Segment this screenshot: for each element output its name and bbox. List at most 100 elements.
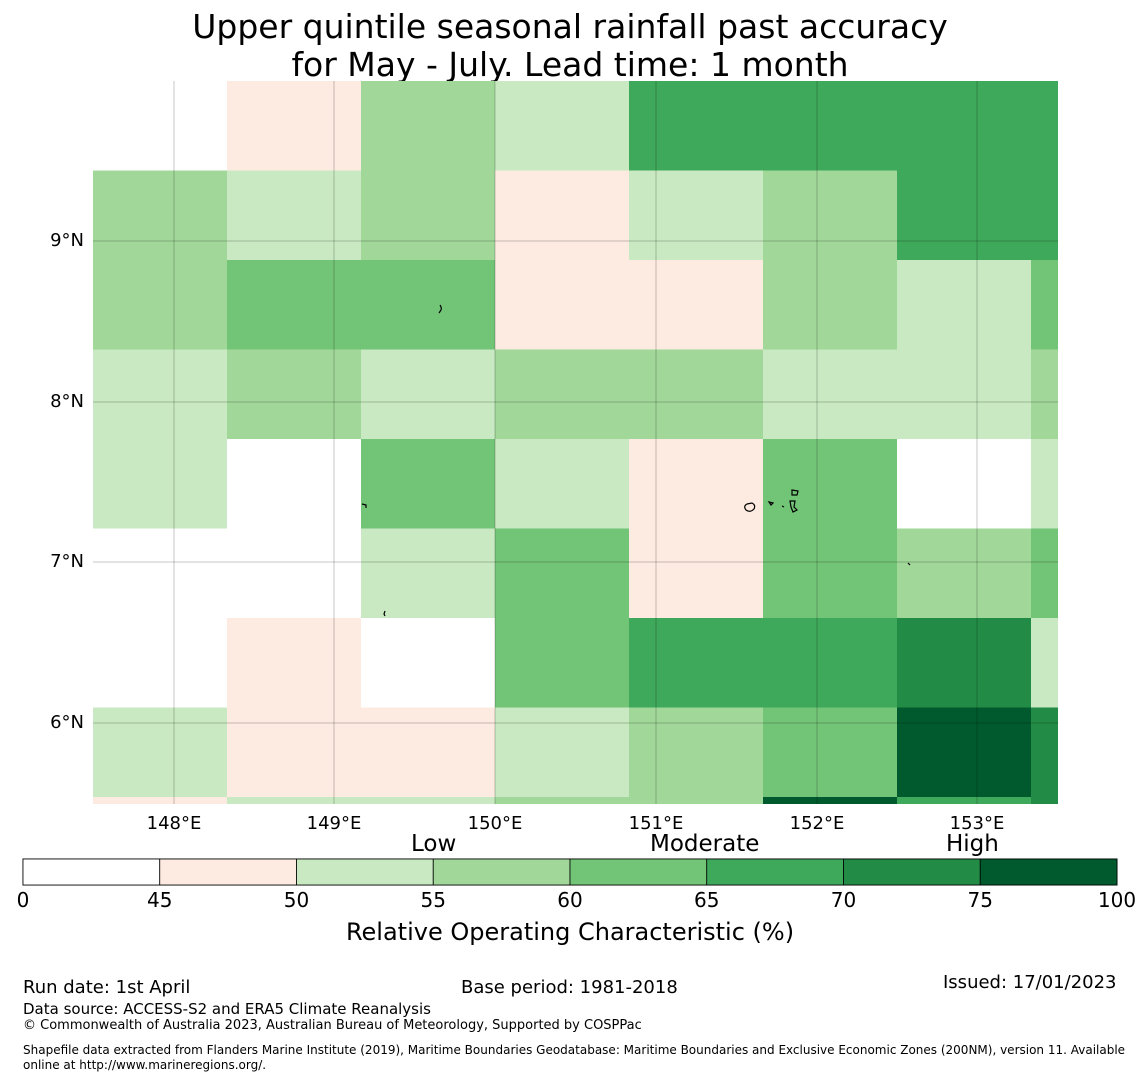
- grid-cell: [227, 170, 361, 260]
- chart-title-line-1: Upper quintile seasonal rainfall past ac…: [192, 7, 948, 46]
- copyright: © Commonwealth of Australia 2023, Austra…: [23, 1018, 642, 1033]
- colorbar-segment: [159, 858, 297, 886]
- grid-cell: [1031, 170, 1058, 260]
- grid-cell: [93, 528, 227, 618]
- grid-cell: [629, 439, 763, 529]
- grid-cell: [897, 81, 1031, 171]
- grid-cell: [629, 797, 763, 804]
- grid-cell: [227, 260, 361, 350]
- shapefile-credit-line-1: Shapefile data extracted from Flanders M…: [23, 1043, 1126, 1057]
- colorbar-tick-label: 55: [420, 888, 446, 912]
- grid-cell: [361, 349, 495, 439]
- grid-cell: [93, 618, 227, 708]
- grid-cell: [1031, 260, 1058, 350]
- issued-date: Issued: 17/01/2023: [943, 972, 1117, 993]
- colorbar-tick-label: 100: [1097, 888, 1137, 912]
- grid-cell: [361, 707, 495, 797]
- map-plot: [22, 81, 1118, 886]
- grid-cell: [897, 170, 1031, 260]
- longitude-label: 153°E: [949, 813, 1005, 834]
- grid-cell: [93, 349, 227, 439]
- grid-cell: [495, 170, 629, 260]
- island-outline: [791, 489, 799, 496]
- island-outline: [767, 501, 775, 506]
- grid-cell: [763, 170, 897, 260]
- colorbar-segment: [432, 858, 571, 886]
- island-outline: [361, 503, 367, 508]
- shapefile-credit-line-2: online at http://www.marineregions.org/.: [23, 1058, 267, 1072]
- run-date: Run date: 1st April: [23, 977, 191, 998]
- grid-cell: [93, 81, 227, 171]
- grid-cell: [897, 528, 1031, 618]
- category-low-label: Low: [411, 831, 457, 857]
- grid-cell: [763, 439, 897, 529]
- base-period: Base period: 1981-2018: [461, 977, 678, 998]
- grid-cell: [629, 618, 763, 708]
- rainfall-grid: [93, 81, 1058, 804]
- grid-cell: [629, 349, 763, 439]
- grid-cell: [1031, 349, 1058, 439]
- grid-cell: [495, 439, 629, 529]
- grid-cell: [93, 439, 227, 529]
- grid-cell: [1031, 707, 1058, 797]
- grid-cell: [227, 707, 361, 797]
- grid-cell: [629, 707, 763, 797]
- grid-cell: [763, 81, 897, 171]
- grid-cell: [763, 260, 897, 350]
- grid-cell: [227, 81, 361, 171]
- grid-cell: [495, 260, 629, 350]
- grid-cell: [227, 618, 361, 708]
- grid-cell: [495, 528, 629, 618]
- grid-cell: [93, 707, 227, 797]
- colorbar-segment: [569, 858, 708, 886]
- colorbar-segment: [979, 858, 1118, 886]
- grid-cell: [93, 170, 227, 260]
- grid-cell: [1031, 797, 1058, 804]
- grid-cell: [93, 797, 227, 804]
- grid-cell: [897, 707, 1031, 797]
- island-outline: [744, 502, 756, 512]
- grid-cell: [629, 81, 763, 171]
- grid-cell: [495, 707, 629, 797]
- island-outline: [781, 505, 785, 508]
- grid-cell: [495, 618, 629, 708]
- island-outline: [907, 562, 911, 566]
- colorbar-tick-label: 65: [694, 888, 720, 912]
- latitude-label: 9°N: [50, 230, 84, 251]
- colorbar-segment: [706, 858, 844, 886]
- grid-cell: [1031, 528, 1058, 618]
- island-outlines: [361, 304, 911, 617]
- colorbar-tick-label: 75: [967, 888, 993, 912]
- grid-cell: [227, 439, 361, 529]
- graticule: [93, 81, 1058, 804]
- colorbar: [22, 858, 1118, 886]
- colorbar-axis-title: Relative Operating Characteristic (%): [345, 918, 795, 946]
- grid-cell: [897, 797, 1031, 804]
- colorbar-tick-label: 45: [147, 888, 173, 912]
- grid-cell: [897, 439, 1031, 529]
- data-source: Data source: ACCESS-S2 and ERA5 Climate …: [23, 1000, 431, 1018]
- grid-cell: [361, 81, 495, 171]
- grid-cell: [1031, 618, 1058, 708]
- colorbar-tick-label: 60: [557, 888, 583, 912]
- grid-cell: [763, 797, 897, 804]
- longitude-label: 152°E: [789, 813, 845, 834]
- latitude-label: 6°N: [50, 712, 84, 733]
- grid-cell: [495, 349, 629, 439]
- grid-cell: [495, 797, 629, 804]
- colorbar-segment: [296, 858, 434, 886]
- colorbar-segment: [843, 858, 981, 886]
- grid-cell: [227, 349, 361, 439]
- grid-cell: [361, 260, 495, 350]
- grid-cell: [763, 707, 897, 797]
- grid-cell: [93, 260, 227, 350]
- grid-cell: [897, 349, 1031, 439]
- chart-title-line-2: for May - July. Lead time: 1 month: [291, 45, 849, 84]
- island-outline: [438, 304, 442, 314]
- grid-cell: [897, 260, 1031, 350]
- longitude-label: 151°E: [628, 813, 684, 834]
- longitude-label: 148°E: [146, 813, 202, 834]
- grid-cell: [629, 528, 763, 618]
- grid-cell: [361, 797, 495, 804]
- grid-cell: [227, 797, 361, 804]
